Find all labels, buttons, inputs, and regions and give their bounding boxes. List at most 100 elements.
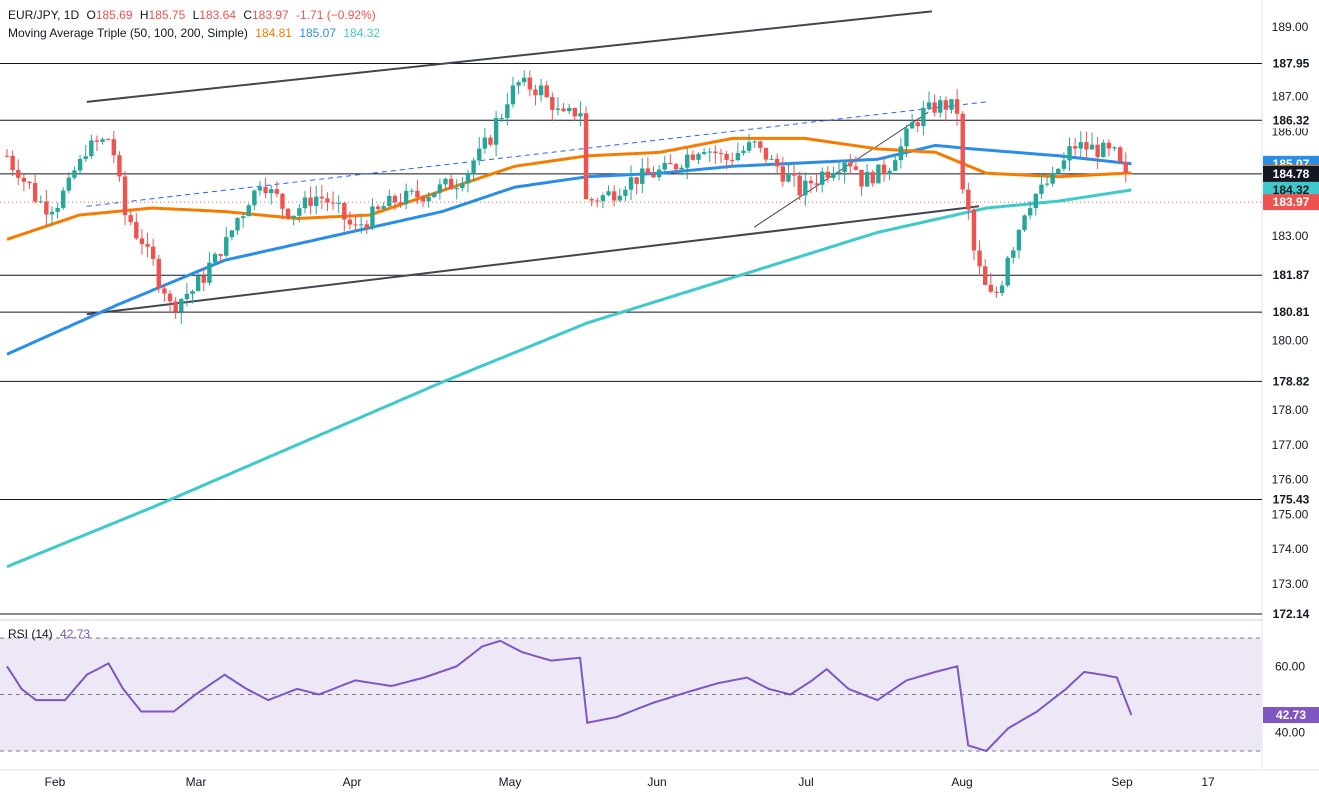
level-price-tag: 180.81 bbox=[1263, 304, 1319, 321]
candle bbox=[240, 212, 246, 228]
time-tick-label: May bbox=[499, 775, 522, 789]
candle bbox=[308, 186, 313, 215]
price-tick-label: 183.00 bbox=[1272, 229, 1309, 243]
candle bbox=[111, 130, 117, 164]
rsi-legend-value: 42.73 bbox=[60, 627, 91, 641]
candle bbox=[808, 175, 814, 194]
candle bbox=[229, 229, 235, 241]
candle bbox=[853, 156, 859, 171]
candle bbox=[454, 179, 459, 200]
candle bbox=[1095, 136, 1100, 169]
candle bbox=[741, 145, 746, 156]
candle bbox=[685, 148, 690, 180]
candle bbox=[628, 165, 634, 201]
candle bbox=[971, 206, 977, 261]
level-price-tag: 172.14 bbox=[1263, 606, 1319, 622]
candle bbox=[139, 229, 145, 255]
candle bbox=[932, 94, 937, 117]
candle bbox=[864, 164, 870, 187]
rsi-pane bbox=[0, 637, 1262, 753]
svg-text:183.97: 183.97 bbox=[1273, 195, 1310, 209]
candle bbox=[364, 219, 369, 235]
candle bbox=[713, 145, 718, 164]
candle bbox=[55, 202, 60, 219]
candle bbox=[493, 110, 499, 157]
candle bbox=[769, 154, 774, 160]
time-axis[interactable]: Feb Mar Apr May Jun Jul Aug Sep 17 bbox=[45, 775, 1215, 789]
candle bbox=[145, 232, 150, 258]
low-value: 183.64 bbox=[199, 8, 236, 22]
candle bbox=[291, 215, 296, 226]
candle bbox=[437, 178, 443, 200]
candle bbox=[375, 204, 381, 212]
price-tick-label: 175.00 bbox=[1272, 507, 1309, 521]
candle bbox=[707, 147, 712, 163]
candle bbox=[589, 197, 594, 207]
candle bbox=[353, 214, 358, 231]
price-tick-label: 177.00 bbox=[1272, 438, 1309, 452]
candle bbox=[477, 137, 482, 166]
candle bbox=[763, 147, 769, 166]
candle bbox=[370, 198, 375, 231]
candle bbox=[656, 165, 662, 181]
candle bbox=[27, 180, 32, 190]
time-tick-label: Jun bbox=[647, 775, 666, 789]
candle bbox=[544, 80, 549, 99]
candle bbox=[1112, 146, 1117, 152]
candle bbox=[4, 148, 10, 158]
open-value: 185.69 bbox=[95, 8, 133, 22]
candle bbox=[314, 185, 319, 215]
candle bbox=[848, 153, 853, 175]
candle bbox=[499, 113, 504, 122]
candle bbox=[460, 176, 465, 192]
level-price-tag: 178.82 bbox=[1263, 373, 1319, 390]
candle bbox=[1011, 247, 1016, 264]
candle bbox=[673, 162, 679, 174]
candle bbox=[325, 192, 330, 212]
time-tick-label: Sep bbox=[1111, 775, 1133, 789]
candle bbox=[415, 179, 420, 205]
svg-text:184.32: 184.32 bbox=[1273, 183, 1310, 197]
candle bbox=[1078, 131, 1083, 158]
candle bbox=[1005, 255, 1010, 288]
candle bbox=[201, 266, 206, 292]
price-axis[interactable]: 189.00187.00186.00184.00183.00180.00178.… bbox=[1263, 20, 1319, 740]
candle bbox=[465, 170, 471, 193]
candle bbox=[774, 153, 780, 174]
candle bbox=[167, 290, 173, 314]
candle bbox=[218, 253, 223, 263]
ma-legend: Moving Average Triple (50, 100, 200, Sim… bbox=[8, 26, 384, 40]
candle bbox=[1072, 138, 1078, 156]
close-value: 183.97 bbox=[252, 8, 289, 22]
candle bbox=[195, 272, 201, 292]
candle bbox=[1117, 145, 1123, 164]
high-label: H bbox=[139, 8, 149, 22]
candle bbox=[645, 157, 651, 174]
candle bbox=[319, 184, 325, 210]
candle bbox=[836, 159, 842, 181]
candle bbox=[257, 181, 263, 196]
candle bbox=[600, 192, 606, 209]
candle bbox=[381, 202, 386, 210]
price-tick-label: 173.00 bbox=[1272, 577, 1309, 591]
candle bbox=[1067, 137, 1072, 172]
trend-line bbox=[86, 205, 980, 316]
rsi-tick-label: 60.00 bbox=[1275, 659, 1305, 673]
candle bbox=[471, 157, 476, 181]
candle bbox=[122, 171, 128, 226]
ma200-line bbox=[6, 188, 1132, 569]
svg-text:172.14: 172.14 bbox=[1273, 607, 1310, 621]
candle bbox=[926, 91, 932, 111]
price-tick-label: 174.00 bbox=[1272, 542, 1309, 556]
candle bbox=[179, 298, 184, 324]
candle bbox=[516, 80, 521, 95]
candle bbox=[1044, 175, 1050, 187]
candle bbox=[758, 140, 763, 153]
price-pane bbox=[0, 0, 1319, 771]
candle bbox=[224, 226, 229, 258]
change-value: -1.71 (−0.92%) bbox=[296, 8, 376, 22]
candle bbox=[668, 154, 673, 165]
level-price-tag: 186.32 bbox=[1263, 112, 1319, 129]
price-tick-label: 187.00 bbox=[1272, 90, 1309, 104]
